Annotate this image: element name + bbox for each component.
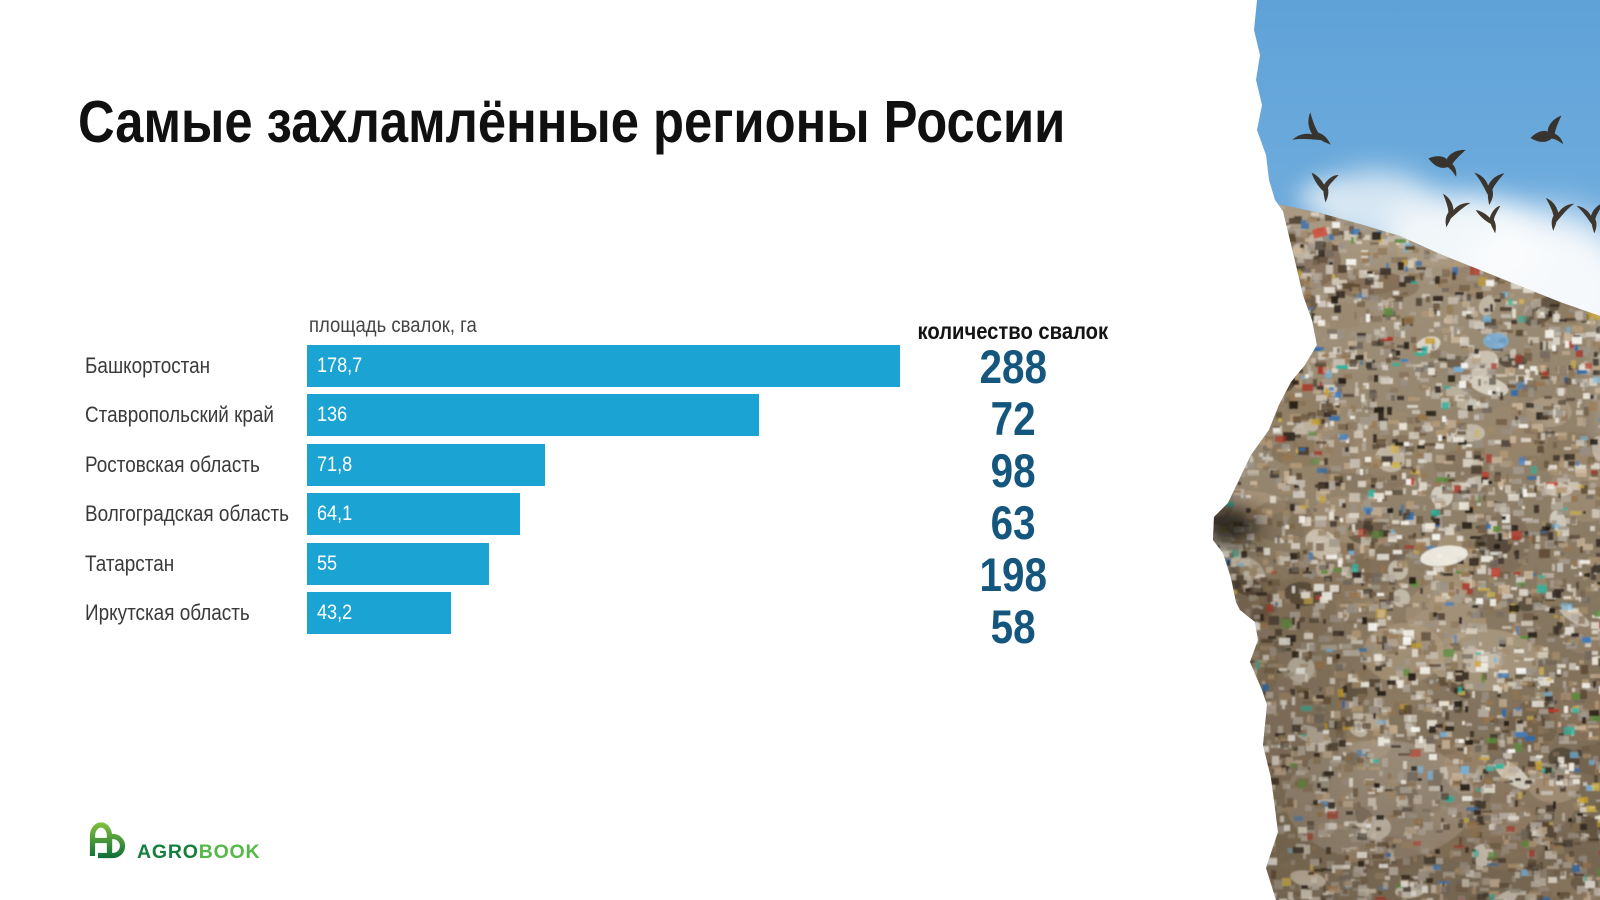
- svg-text:AGROBOOK: AGROBOOK: [137, 841, 260, 863]
